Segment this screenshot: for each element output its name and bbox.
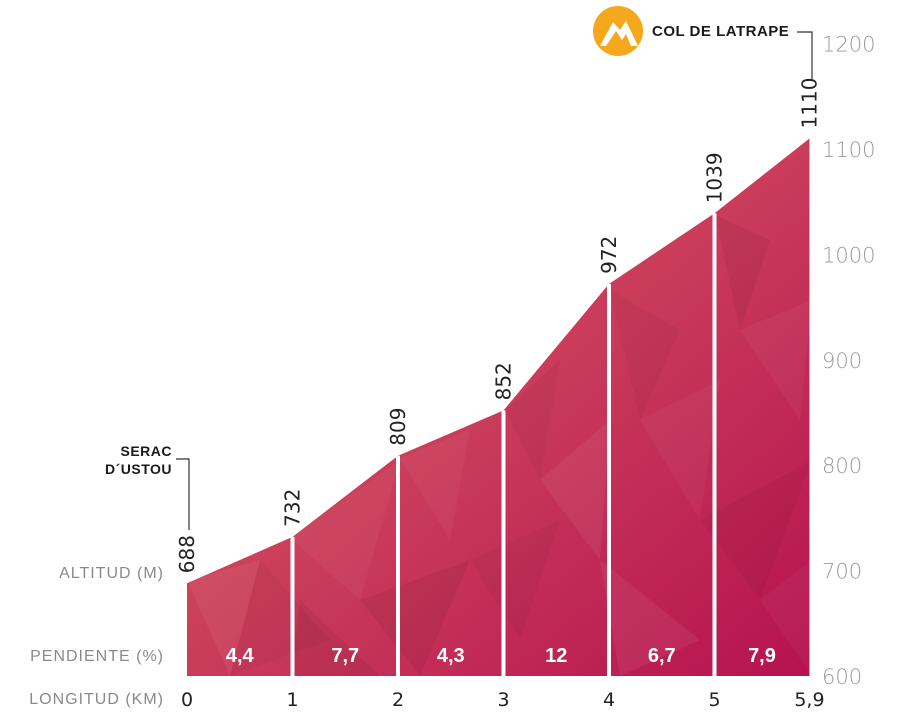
facet-shape	[760, 560, 810, 676]
y-tick-label: 1200	[822, 33, 875, 57]
x-tick-label: 1	[286, 689, 298, 711]
facet-shape	[740, 300, 810, 420]
start-name-line1: SERAC	[120, 443, 172, 459]
facet-shape	[540, 420, 610, 560]
summit-name: COL DE LATRAPE	[652, 23, 789, 40]
altitude-label: 852	[492, 362, 516, 400]
facet-shape	[640, 380, 720, 520]
altitude-row-label: ALTITUD (M)	[59, 565, 164, 582]
gradient-label: 12	[545, 645, 567, 667]
gradient-row-label: PENDIENTE (%)	[30, 648, 164, 665]
gradient-label: 4,3	[437, 645, 465, 667]
profile-area	[187, 138, 810, 676]
gradient-label: 7,7	[331, 645, 359, 667]
altitude-label: 809	[386, 408, 410, 446]
x-tick-labels: 0 1 2 3 4 5 5,9	[181, 689, 825, 711]
facet-shape	[187, 560, 260, 676]
facet-shape	[715, 215, 770, 330]
altitude-labels: 688 732 809 852 972 1039 1110	[175, 78, 821, 574]
facet-shape	[360, 560, 470, 676]
x-tick-label: 2	[392, 689, 404, 711]
facet-shape	[600, 560, 700, 676]
facet-shape	[610, 290, 680, 420]
facet-shape	[700, 460, 810, 600]
x-tick-label: 0	[181, 689, 193, 711]
facet-shape	[400, 430, 470, 540]
facet-shape	[505, 360, 560, 480]
altitude-label: 1039	[703, 152, 727, 203]
segment-dividers	[290, 213, 717, 676]
y-tick-labels: 600 700 800 900 1000 1100 1200	[822, 33, 875, 689]
facet-shape	[290, 600, 380, 676]
x-tick-label: 4	[603, 689, 615, 711]
altitude-label: 972	[597, 236, 621, 274]
y-tick-label: 1100	[822, 138, 875, 162]
x-tick-label: 5	[708, 689, 720, 711]
y-tick-label: 800	[822, 454, 862, 478]
length-row-label: LONGITUD (KM)	[29, 691, 164, 708]
mountain-icon	[593, 6, 643, 56]
altitude-label: 732	[281, 489, 305, 527]
x-tick-label: 5,9	[794, 689, 824, 711]
gradient-label: 7,9	[748, 645, 776, 667]
y-tick-label: 700	[822, 560, 862, 584]
profile-area-group	[187, 138, 810, 676]
altitude-label: 688	[175, 535, 199, 573]
facet-shape	[230, 560, 330, 676]
facet-shape	[470, 520, 560, 640]
facet-shape	[290, 460, 400, 600]
gradient-labels: 4,4 7,7 4,3 12 6,7 7,9	[226, 645, 776, 667]
altitude-label: 1110	[797, 78, 821, 129]
y-tick-label: 1000	[822, 243, 875, 267]
gradient-label: 6,7	[648, 645, 676, 667]
start-name-line2: D´USTOU	[105, 461, 172, 477]
x-tick-label: 3	[497, 689, 509, 711]
y-tick-label: 900	[822, 349, 862, 373]
gradient-label: 4,4	[226, 645, 255, 667]
summit-leader-line	[797, 31, 813, 80]
start-leader-line	[176, 458, 190, 530]
facet-texture-group	[187, 215, 810, 676]
y-tick-label: 600	[822, 665, 862, 689]
